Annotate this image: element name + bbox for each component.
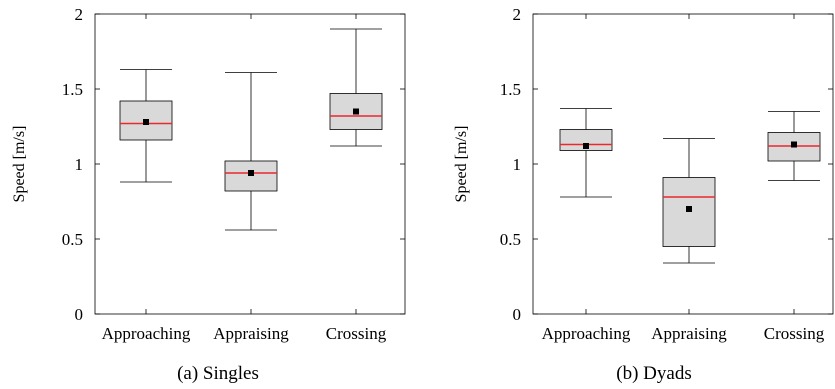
chart-panel-2: 0 0.5 1 1.5 2 Speed [m/s] Approaching Appraisin… — [453, 5, 834, 384]
iqr-box — [559, 129, 613, 151]
y-tick-label: 0 — [75, 305, 84, 324]
mean-marker — [353, 108, 359, 115]
chart-panel-1: 0 0.5 1 1.5 2 Speed [m/s] Approaching Appraisin… — [11, 5, 406, 384]
y-tick-label: 2 — [513, 5, 522, 24]
x-category-label: Crossing — [326, 324, 387, 343]
y-tick-label: 1.5 — [62, 80, 83, 99]
box-approaching: Approaching — [102, 14, 191, 343]
box-appraising: Appraising — [213, 14, 289, 343]
y-tick-label: 1 — [513, 155, 522, 174]
x-category-label: Appraising — [651, 324, 727, 343]
box-appraising: Appraising — [651, 14, 727, 343]
x-category-label: Crossing — [764, 324, 825, 343]
box-approaching: Approaching — [542, 14, 631, 343]
box-crossing: Crossing — [326, 14, 387, 343]
x-category-label: Appraising — [213, 324, 289, 343]
y-tick-label: 2 — [75, 5, 84, 24]
panel-caption: (b) Dyads — [616, 363, 691, 384]
y-axis-label: Speed [m/s] — [453, 126, 470, 203]
plot-frame — [532, 13, 834, 315]
panel-caption: (a) Singles — [177, 363, 259, 384]
mean-marker — [791, 141, 797, 148]
mean-marker — [686, 206, 692, 212]
y-tick-label: 1 — [75, 155, 84, 174]
mean-marker — [248, 170, 254, 176]
y-tick-label: 0.5 — [500, 230, 521, 249]
x-category-label: Approaching — [102, 324, 191, 343]
box-crossing: Crossing — [764, 14, 825, 343]
mean-marker — [583, 143, 589, 149]
y-axis-label: Speed [m/s] — [11, 126, 28, 203]
y-tick-label: 1.5 — [500, 80, 521, 99]
y-tick-label: 0.5 — [62, 230, 83, 249]
x-category-label: Approaching — [542, 324, 631, 343]
y-tick-label: 0 — [513, 305, 522, 324]
mean-marker — [143, 119, 149, 125]
